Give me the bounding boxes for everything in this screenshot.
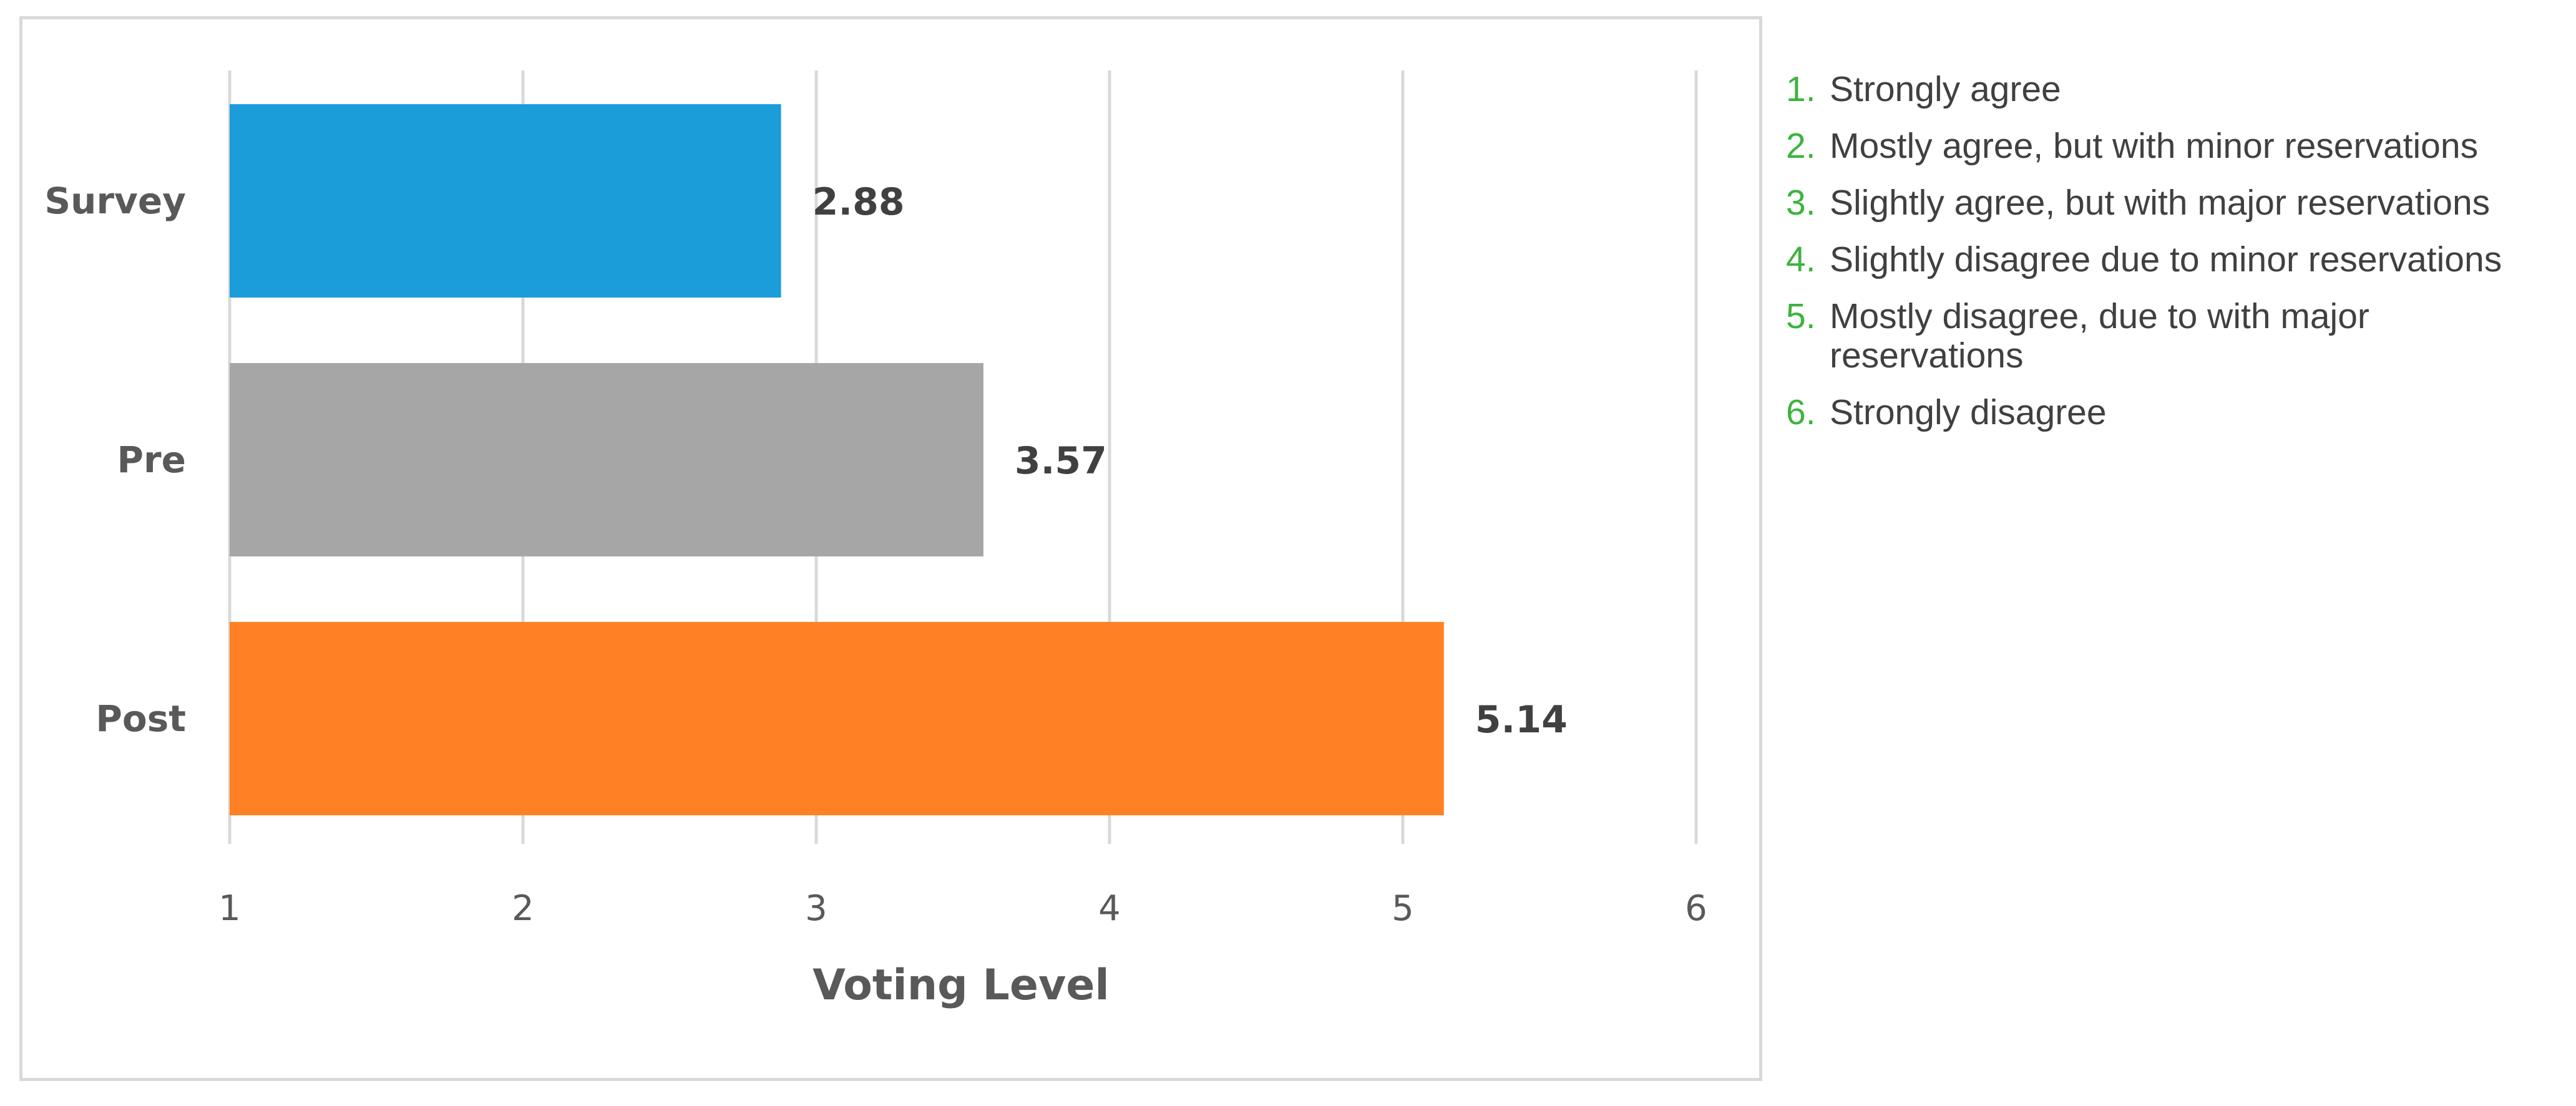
data-label-survey: 2.88 <box>812 180 905 224</box>
legend-number: 1. <box>1786 69 1816 109</box>
data-label-post: 5.14 <box>1475 698 1568 742</box>
bars <box>230 104 1444 815</box>
legend-number: 5. <box>1786 296 1816 336</box>
chart-frame <box>19 16 1762 1081</box>
legend-text: Strongly agree <box>1830 69 2061 109</box>
legend-item-2: 2. Mostly agree, but with minor reservat… <box>1786 127 2566 166</box>
legend-text: Mostly disagree, due to with major reser… <box>1830 296 2369 376</box>
legend-item-3: 3. Slightly agree, but with major reserv… <box>1786 183 2566 223</box>
bar-pre <box>230 363 983 556</box>
legend-number: 2. <box>1786 126 1816 166</box>
legend-item-6: 6. Strongly disagree <box>1786 393 2566 432</box>
legend-number: 6. <box>1786 392 1816 432</box>
x-tick-label-5: 5 <box>1392 888 1414 929</box>
legend-number: 3. <box>1786 183 1816 223</box>
x-axis-title: Voting Level <box>812 961 1109 1010</box>
x-tick-label-2: 2 <box>512 888 534 929</box>
x-tick-label-4: 4 <box>1098 888 1121 929</box>
labels: 1 2 3 4 5 6 Survey 2.88 Pre 3.57 Post 5.14 <box>44 180 1707 929</box>
legend-text: Strongly disagree <box>1830 392 2107 432</box>
x-tick-label-6: 6 <box>1685 888 1707 929</box>
category-label-pre: Pre <box>117 439 186 481</box>
category-label-survey: Survey <box>44 180 186 222</box>
legend-text: Slightly agree, but with major reservati… <box>1830 183 2491 223</box>
voting-scale-legend: 1. Strongly agree 2. Mostly agree, but w… <box>1786 70 2566 450</box>
x-tick-label-1: 1 <box>218 888 241 929</box>
x-tick-label-3: 3 <box>805 888 827 929</box>
legend-item-1: 1. Strongly agree <box>1786 70 2566 109</box>
bar-post <box>230 622 1444 815</box>
legend-text: Slightly disagree due to minor reservati… <box>1830 240 2502 279</box>
legend-text: Mostly agree, but with minor reservation… <box>1830 126 2479 166</box>
bar-survey <box>230 104 781 298</box>
category-label-post: Post <box>95 697 186 740</box>
legend-item-4: 4. Slightly disagree due to minor reserv… <box>1786 240 2566 279</box>
data-label-pre: 3.57 <box>1015 439 1107 483</box>
legend-number: 4. <box>1786 240 1816 279</box>
legend-item-5: 5. Mostly disagree, due to with major re… <box>1786 297 2566 376</box>
